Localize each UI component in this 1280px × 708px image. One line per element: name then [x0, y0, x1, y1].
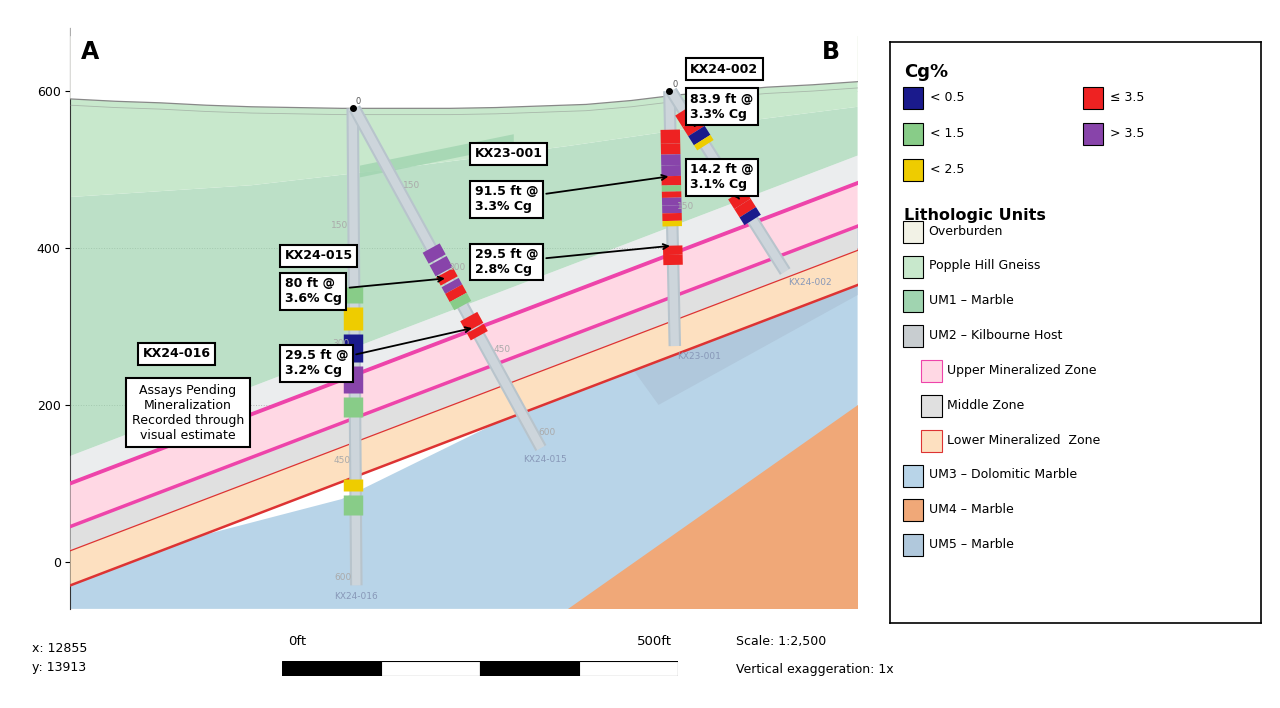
- Bar: [480, 661, 580, 676]
- Polygon shape: [70, 224, 858, 609]
- Text: Vertical exaggeration: 1x: Vertical exaggeration: 1x: [736, 663, 893, 676]
- Polygon shape: [70, 36, 858, 108]
- FancyBboxPatch shape: [902, 256, 923, 278]
- Text: 29.5 ft @
3.2% Cg: 29.5 ft @ 3.2% Cg: [285, 327, 470, 377]
- Text: 600: 600: [334, 573, 351, 582]
- Text: KX24-016: KX24-016: [143, 348, 211, 360]
- Polygon shape: [70, 156, 858, 484]
- Text: 300: 300: [448, 263, 466, 272]
- Text: Overburden: Overburden: [928, 224, 1004, 238]
- Text: UM3 – Dolomitic Marble: UM3 – Dolomitic Marble: [928, 469, 1076, 481]
- Text: Lithologic Units: Lithologic Units: [905, 208, 1046, 223]
- Text: KX24-015: KX24-015: [285, 249, 353, 263]
- Text: 0ft: 0ft: [288, 635, 306, 648]
- Text: A: A: [81, 40, 100, 64]
- FancyBboxPatch shape: [902, 86, 923, 108]
- Polygon shape: [360, 135, 513, 178]
- FancyBboxPatch shape: [902, 325, 923, 348]
- Text: UM4 – Marble: UM4 – Marble: [928, 503, 1014, 516]
- FancyBboxPatch shape: [902, 221, 923, 243]
- Text: KX23-001: KX23-001: [475, 147, 543, 160]
- Text: KX24-002: KX24-002: [788, 278, 832, 287]
- Text: 150: 150: [677, 202, 694, 211]
- Text: KX24-015: KX24-015: [522, 455, 567, 464]
- FancyBboxPatch shape: [902, 159, 923, 181]
- Polygon shape: [70, 183, 858, 527]
- Text: 0: 0: [672, 80, 677, 89]
- Text: 150: 150: [332, 221, 348, 230]
- Text: 450: 450: [494, 346, 511, 354]
- FancyBboxPatch shape: [922, 430, 942, 452]
- Text: UM5 – Marble: UM5 – Marble: [928, 538, 1014, 551]
- Text: Lower Mineralized  Zone: Lower Mineralized Zone: [947, 434, 1101, 447]
- Polygon shape: [568, 405, 858, 609]
- Text: Upper Mineralized Zone: Upper Mineralized Zone: [947, 364, 1097, 377]
- Text: 91.5 ft @
3.3% Cg: 91.5 ft @ 3.3% Cg: [475, 175, 667, 213]
- Text: 80 ft @
3.6% Cg: 80 ft @ 3.6% Cg: [285, 277, 443, 305]
- Text: 0: 0: [356, 98, 361, 106]
- Bar: [580, 661, 678, 676]
- FancyBboxPatch shape: [922, 395, 942, 417]
- Polygon shape: [613, 224, 858, 405]
- Text: KX24-016: KX24-016: [334, 592, 378, 600]
- Text: B: B: [822, 40, 840, 64]
- Text: UM1 – Marble: UM1 – Marble: [928, 295, 1014, 307]
- Text: 150: 150: [736, 178, 753, 187]
- Text: 83.9 ft @
3.3% Cg: 83.9 ft @ 3.3% Cg: [690, 93, 754, 126]
- Text: 300: 300: [333, 338, 349, 348]
- Text: 450: 450: [333, 456, 351, 465]
- Text: < 0.5: < 0.5: [931, 91, 965, 104]
- Text: < 2.5: < 2.5: [931, 163, 965, 176]
- FancyBboxPatch shape: [902, 499, 923, 521]
- Text: 500ft: 500ft: [637, 635, 672, 648]
- Text: > 3.5: > 3.5: [1111, 127, 1144, 140]
- Text: Middle Zone: Middle Zone: [947, 399, 1024, 412]
- Text: Cg%: Cg%: [905, 63, 948, 81]
- Polygon shape: [70, 226, 858, 550]
- FancyBboxPatch shape: [922, 360, 942, 382]
- Text: Assays Pending
Mineralization
Recorded through
visual estimate: Assays Pending Mineralization Recorded t…: [132, 384, 244, 442]
- Polygon shape: [70, 250, 858, 586]
- Text: < 1.5: < 1.5: [931, 127, 965, 140]
- Text: 14.2 ft @
3.1% Cg: 14.2 ft @ 3.1% Cg: [690, 164, 754, 199]
- Bar: [282, 661, 381, 676]
- FancyBboxPatch shape: [1083, 122, 1103, 144]
- FancyBboxPatch shape: [902, 535, 923, 556]
- Polygon shape: [70, 107, 858, 456]
- Text: UM2 – Kilbourne Host: UM2 – Kilbourne Host: [928, 329, 1062, 342]
- Text: x: 12855: x: 12855: [32, 642, 87, 655]
- Text: Scale: 1:2,500: Scale: 1:2,500: [736, 635, 827, 648]
- FancyBboxPatch shape: [902, 290, 923, 312]
- Text: Popple Hill Gneiss: Popple Hill Gneiss: [928, 260, 1039, 273]
- Text: 150: 150: [403, 181, 421, 190]
- Text: KX24-002: KX24-002: [690, 62, 758, 76]
- Text: 600: 600: [539, 428, 556, 437]
- FancyBboxPatch shape: [902, 122, 923, 144]
- Text: y: 13913: y: 13913: [32, 661, 86, 674]
- Text: ≤ 3.5: ≤ 3.5: [1111, 91, 1144, 104]
- Text: KX23-001: KX23-001: [677, 352, 721, 360]
- Text: 29.5 ft @
2.8% Cg: 29.5 ft @ 2.8% Cg: [475, 244, 668, 276]
- Polygon shape: [70, 36, 858, 326]
- Bar: [381, 661, 480, 676]
- FancyBboxPatch shape: [1083, 86, 1103, 108]
- FancyBboxPatch shape: [902, 464, 923, 486]
